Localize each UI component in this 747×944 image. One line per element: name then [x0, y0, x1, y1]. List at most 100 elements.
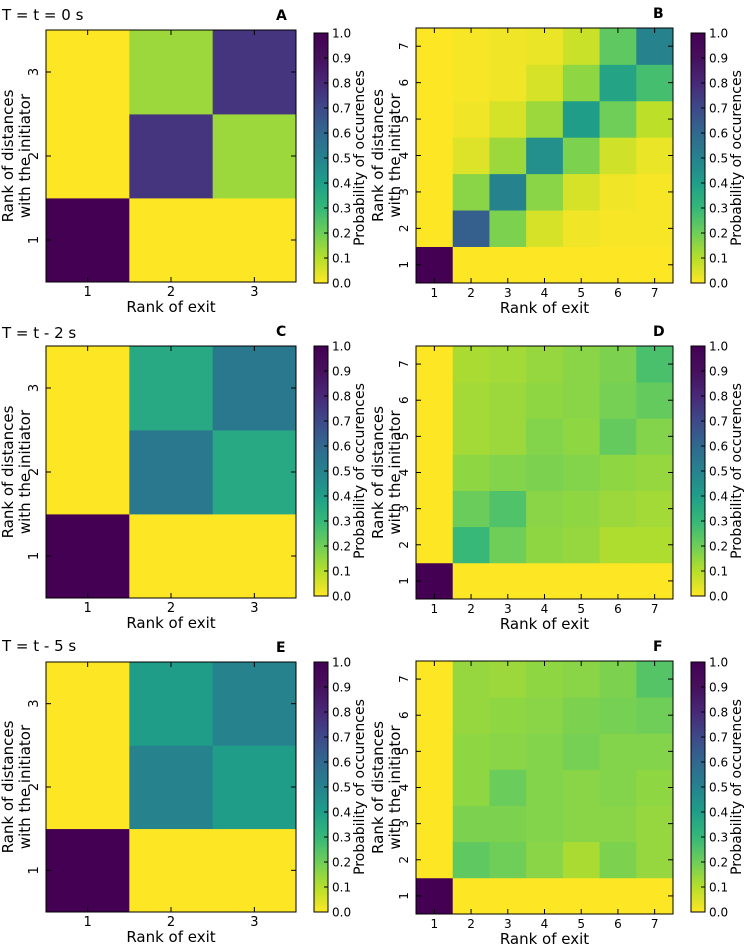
heat-cell-r1-c6: [599, 562, 637, 600]
panel-letter: B: [653, 6, 664, 22]
y-tick-label: 4: [397, 469, 411, 477]
colorbar-tick-label: 1.0: [332, 340, 351, 354]
heat-cell-r3-c7: [636, 805, 674, 843]
panel-d: 1 1 2 2 3 3 4 4 5 5 6 6 7 7 Rank of exit Rank of distan…: [369, 324, 745, 633]
heat-cell-r7-c1: [416, 661, 454, 698]
heat-cell-r1-c1: [416, 562, 454, 600]
panel-f: 1 1 2 2 3 3 4 4 5 5 6 6 7 7 Rank of exit Rank of distan…: [369, 639, 745, 944]
y-axis-label-line2: with the initiator: [16, 93, 34, 218]
colorbar-tick-label: 0.3: [332, 831, 351, 845]
colorbar-tick-label: 0.2: [709, 540, 728, 554]
heat-cell-r3-c1: [416, 805, 454, 843]
heat-cell-r2-c1: [46, 745, 130, 830]
x-tick-label: 4: [541, 917, 549, 931]
heat-cell-r1-c3: [489, 877, 527, 915]
heat-cell-r7-c1: [416, 28, 454, 65]
colorbar-tick-label: 0.0: [709, 906, 728, 920]
colorbar-tick-label: 0.1: [332, 881, 351, 895]
colorbar-tick-label: 0.8: [332, 77, 351, 91]
heat-cell-r1-c3: [489, 562, 527, 600]
x-tick-label: 7: [651, 602, 659, 616]
heat-cell-r6-c3: [489, 64, 527, 102]
heat-cell-r4-c2: [452, 137, 490, 175]
heat-cell-r2-c2: [452, 210, 490, 247]
heat-cell-r6-c3: [489, 382, 527, 419]
heat-cell-r1-c1: [416, 246, 454, 284]
heat-cell-r3-c1: [416, 490, 454, 528]
heat-cell-r1-c4: [526, 562, 564, 600]
heat-cell-r6-c1: [416, 64, 454, 102]
y-tick-label: 6: [397, 711, 411, 719]
heat-cell-r1-c3: [212, 514, 297, 599]
colorbar: 0.0 0.1 0.2 0.3 0.4 0.5 0.6 0.7 0.8 0.9 1.0 Probabi…: [690, 656, 745, 920]
heat-cell-r3-c2: [452, 805, 490, 843]
panel-letter: D: [653, 324, 665, 340]
y-axis-label-line1: Rank of distances: [0, 89, 17, 222]
heat-cell-r5-c1: [416, 100, 454, 138]
heat-cell-r1-c7: [636, 246, 674, 284]
heat-cell-r1-c2: [129, 828, 214, 913]
heat-cell-r2-c4: [526, 526, 564, 564]
heat-cell-r5-c1: [416, 418, 454, 455]
heat-cell-r7-c6: [599, 28, 637, 65]
heat-cell-r4-c5: [562, 137, 600, 175]
colorbar: 0.0 0.1 0.2 0.3 0.4 0.5 0.6 0.7 0.8 0.9 1.0 Probabi…: [690, 27, 745, 291]
colorbar-tick-label: 0.5: [332, 465, 351, 479]
heat-cell-r5-c6: [599, 733, 637, 770]
x-tick-label: 5: [577, 286, 585, 300]
heat-cell-r2-c6: [599, 210, 637, 247]
x-tick-label: 1: [84, 601, 92, 616]
heat-cell-r2-c3: [489, 210, 527, 247]
heat-cell-r1-c2: [129, 514, 214, 599]
colorbar-tick-label: 0.0: [709, 590, 728, 604]
colorbar-tick-label: 0.6: [709, 440, 728, 454]
colorbar-tick-label: 0.6: [709, 127, 728, 141]
heat-cell-r3-c2: [129, 346, 214, 431]
x-tick-label: 3: [504, 286, 512, 300]
colorbar-tick-label: 0.6: [709, 756, 728, 770]
heat-cell-r3-c6: [599, 490, 637, 528]
heat-cell-r2-c1: [416, 526, 454, 564]
colorbar-tick-label: 0.9: [709, 52, 728, 66]
heat-cell-r4-c3: [489, 137, 527, 175]
colorbar-tick-label: 0.0: [332, 590, 351, 604]
heat-cell-r5-c1: [416, 733, 454, 770]
x-tick-label: 6: [614, 286, 622, 300]
heat-cell-r7-c5: [562, 661, 600, 698]
y-axis-label-line1: Rank of distances: [369, 721, 387, 854]
colorbar-tick-label: 0.8: [332, 706, 351, 720]
y-tick-label: 4: [397, 784, 411, 792]
heat-cell-r4-c1: [416, 137, 454, 175]
heat-cell-r4-c7: [636, 769, 674, 806]
heat-cell-r2-c3: [489, 841, 527, 879]
colorbar-tick-label: 0.4: [332, 177, 351, 191]
heat-cell-r5-c4: [526, 100, 564, 138]
y-tick-label: 1: [397, 261, 411, 269]
colorbar-tick-label: 1.0: [709, 340, 728, 354]
x-tick-label: 3: [250, 601, 258, 616]
colorbar-tick-label: 0.8: [709, 77, 728, 91]
heat-cell-r7-c4: [526, 28, 564, 65]
panel-letter: C: [276, 324, 286, 340]
heat-cell-r7-c5: [562, 346, 600, 383]
heat-cell-r3-c6: [599, 805, 637, 843]
heat-cell-r7-c2: [452, 28, 490, 65]
heat-cell-r4-c7: [636, 137, 674, 175]
heat-cell-r7-c6: [599, 346, 637, 383]
colorbar-tick-label: 0.5: [332, 152, 351, 166]
heat-cell-r2-c5: [562, 526, 600, 564]
x-tick-label: 7: [651, 917, 659, 931]
heat-cell-r3-c3: [489, 805, 527, 843]
heat-cell-r1-c5: [562, 246, 600, 284]
colorbar-tick-label: 0.7: [332, 102, 351, 116]
heat-cell-r2-c3: [489, 526, 527, 564]
y-tick-label: 3: [397, 188, 411, 196]
y-tick-label: 3: [397, 820, 411, 828]
heat-cell-r6-c7: [636, 697, 674, 734]
heat-cell-r2-c6: [599, 526, 637, 564]
y-tick-label: 2: [397, 225, 411, 233]
heat-cell-r5-c4: [526, 418, 564, 455]
x-tick-label: 2: [467, 286, 475, 300]
heat-cell-r6-c2: [452, 697, 490, 734]
